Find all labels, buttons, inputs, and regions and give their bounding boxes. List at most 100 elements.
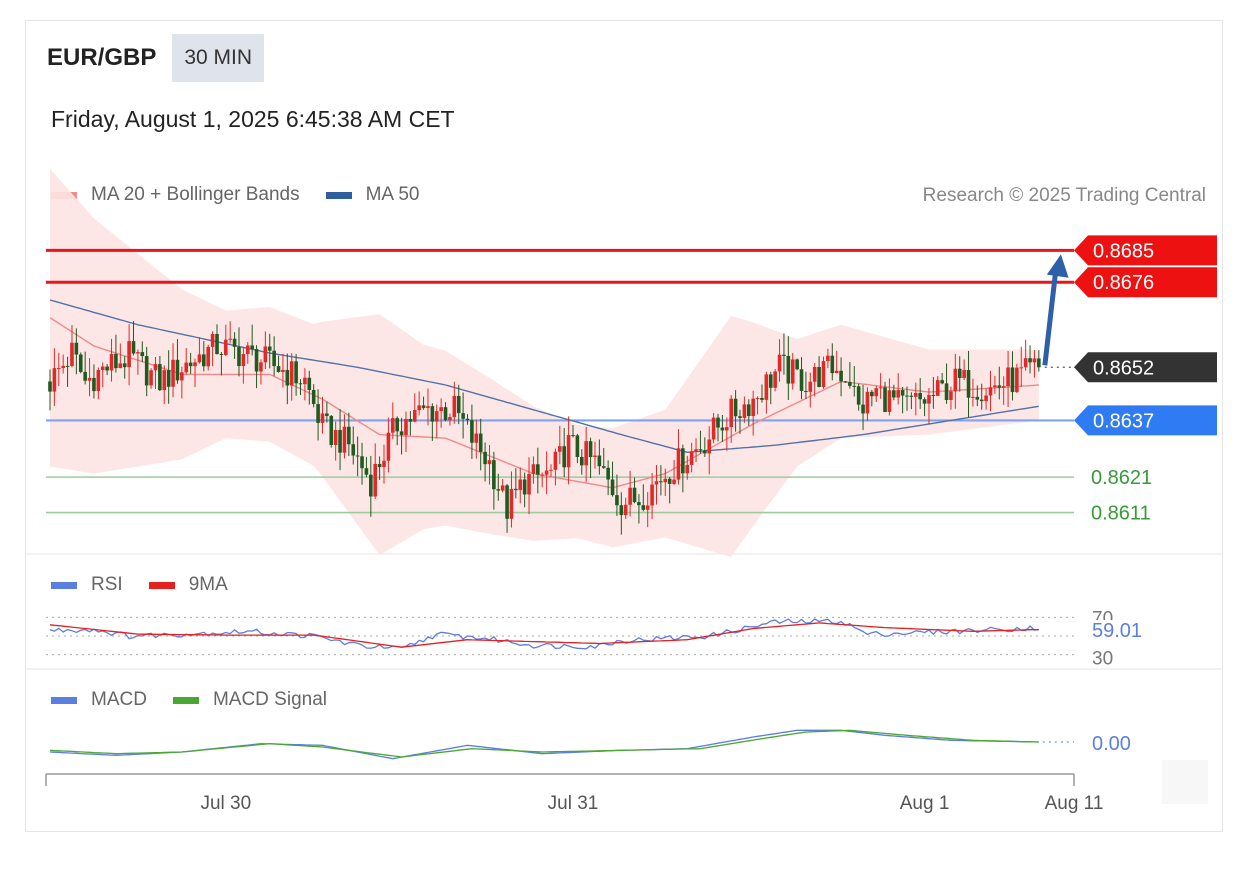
candle — [562, 428, 566, 478]
candle — [78, 352, 83, 374]
candle — [360, 442, 364, 485]
candle — [799, 357, 804, 400]
candle — [536, 447, 540, 494]
candle — [114, 334, 118, 373]
candle — [478, 418, 483, 471]
timeframe-badge[interactable]: 30 MIN — [172, 34, 265, 82]
research-credit: Research © 2025 Trading Central — [922, 185, 1206, 206]
candle — [210, 331, 215, 367]
candle — [558, 425, 562, 465]
rsi-tick-label: 30 — [1092, 649, 1113, 670]
candle — [821, 356, 826, 389]
candle — [971, 378, 975, 407]
legend-swatch-9ma — [148, 581, 175, 589]
candle — [553, 448, 558, 486]
x-axis: Jul 30 Jul 31 Aug 1 Aug 11 — [45, 773, 1104, 814]
candle — [325, 401, 329, 423]
candle — [808, 372, 813, 408]
candle — [171, 343, 175, 398]
candle — [861, 384, 865, 431]
candle — [61, 354, 65, 374]
candle — [856, 383, 861, 411]
candle — [676, 429, 681, 485]
candle — [663, 468, 668, 497]
candle — [369, 455, 373, 517]
candle — [940, 372, 944, 385]
candle — [575, 433, 580, 464]
candle — [707, 426, 712, 475]
candle — [953, 353, 958, 409]
candle — [65, 356, 70, 387]
candle — [931, 377, 936, 409]
candle — [883, 381, 887, 413]
candle — [254, 345, 259, 389]
candle — [250, 324, 254, 356]
candle — [333, 421, 338, 461]
candle — [439, 398, 443, 428]
candle — [588, 437, 593, 479]
candle — [96, 367, 101, 400]
candle — [202, 340, 206, 372]
candle — [716, 413, 720, 442]
last-price-label-text: 0.8652 — [1093, 357, 1154, 379]
candle — [166, 350, 171, 404]
candle — [461, 392, 465, 439]
candle — [122, 356, 127, 379]
panel-collapse-box[interactable] — [1162, 760, 1208, 804]
target-arrow-layer — [1042, 254, 1076, 368]
candle — [839, 357, 843, 397]
candle — [1032, 350, 1037, 378]
candle — [298, 378, 303, 396]
candle — [645, 492, 650, 528]
candle — [342, 414, 347, 459]
candle — [852, 366, 857, 397]
candle — [711, 413, 716, 444]
candle — [390, 402, 395, 440]
candle — [92, 364, 96, 399]
candle — [610, 461, 615, 497]
x-tick-label: Jul 31 — [548, 793, 599, 814]
candle — [289, 353, 294, 401]
candle — [659, 465, 663, 496]
resistance-label-text: 0.8685 — [1093, 240, 1154, 262]
legend-label-ma20: MA 20 + Bollinger Bands — [91, 184, 300, 205]
candle — [448, 413, 452, 426]
candle — [1015, 363, 1019, 393]
candle — [180, 366, 184, 399]
candle — [900, 386, 905, 414]
legend-item-ma50: MA 50 — [325, 184, 419, 206]
candle — [443, 402, 448, 422]
candle — [127, 324, 131, 386]
bollinger-band-layer — [50, 168, 1039, 557]
ma20-line — [49, 317, 1039, 489]
candle — [245, 342, 250, 364]
candle — [272, 336, 276, 377]
candle — [540, 472, 545, 488]
candle — [615, 474, 619, 516]
price-legend: MA 20 + Bollinger Bands MA 50 — [51, 184, 445, 206]
candle — [927, 387, 931, 424]
candle — [812, 363, 817, 397]
candle — [531, 456, 536, 484]
candle — [316, 389, 320, 441]
candle — [597, 439, 602, 475]
candle — [751, 390, 755, 436]
candle — [263, 331, 268, 370]
candle — [746, 399, 751, 426]
pivot-label: 0.8637 — [1074, 405, 1217, 436]
candle — [395, 416, 399, 446]
rsi-legend: RSI 9MA — [51, 574, 254, 596]
candle — [140, 341, 145, 363]
candle — [764, 371, 769, 414]
candle — [364, 456, 369, 478]
candle — [685, 455, 690, 480]
candle — [382, 444, 386, 484]
candle — [228, 321, 232, 344]
candle — [465, 414, 470, 425]
candle — [878, 373, 883, 399]
support-label: 0.8611 — [1091, 503, 1151, 525]
candle — [957, 356, 962, 392]
candle — [909, 392, 914, 410]
x-tick-label: Aug 11 — [1045, 793, 1104, 814]
